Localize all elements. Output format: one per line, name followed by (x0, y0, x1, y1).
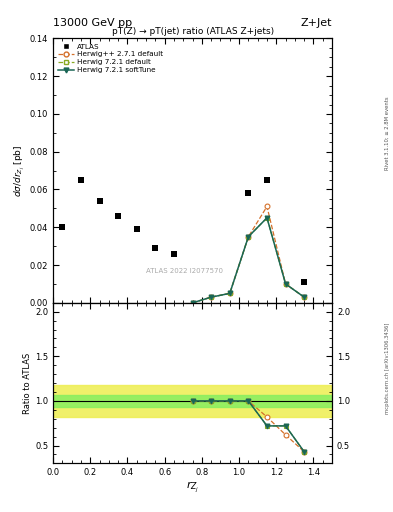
Point (78, 176, 84, 184)
Text: mcplots.cern.ch [arXiv:1306.3436]: mcplots.cern.ch [arXiv:1306.3436] (385, 323, 389, 414)
Text: Z+Jet: Z+Jet (301, 18, 332, 28)
Point (96, 197, 103, 205)
Title: pT(Z) → pT(jet) ratio (ATLAS Z+jets): pT(Z) → pT(jet) ratio (ATLAS Z+jets) (112, 27, 274, 36)
Text: 13000 GeV pp: 13000 GeV pp (53, 18, 132, 28)
Point (301, 278, 307, 286)
Point (59, 223, 66, 231)
Point (171, 250, 177, 258)
Text: Rivet 3.1.10; ≥ 2.8M events: Rivet 3.1.10; ≥ 2.8M events (385, 96, 389, 170)
Point (245, 189, 252, 197)
Point (152, 244, 158, 252)
Text: ATLAS 2022 I2077570: ATLAS 2022 I2077570 (146, 268, 223, 274)
Point (264, 176, 270, 184)
Y-axis label: $d\sigma/dr_{Z_j}$ [pb]: $d\sigma/dr_{Z_j}$ [pb] (12, 144, 27, 197)
X-axis label: $r_{Z_j}$: $r_{Z_j}$ (186, 480, 199, 495)
Legend: ATLAS, Herwig++ 2.7.1 default, Herwig 7.2.1 default, Herwig 7.2.1 softTune: ATLAS, Herwig++ 2.7.1 default, Herwig 7.… (57, 42, 164, 75)
Point (134, 225, 140, 233)
Point (115, 212, 121, 220)
Y-axis label: Ratio to ATLAS: Ratio to ATLAS (23, 352, 32, 414)
